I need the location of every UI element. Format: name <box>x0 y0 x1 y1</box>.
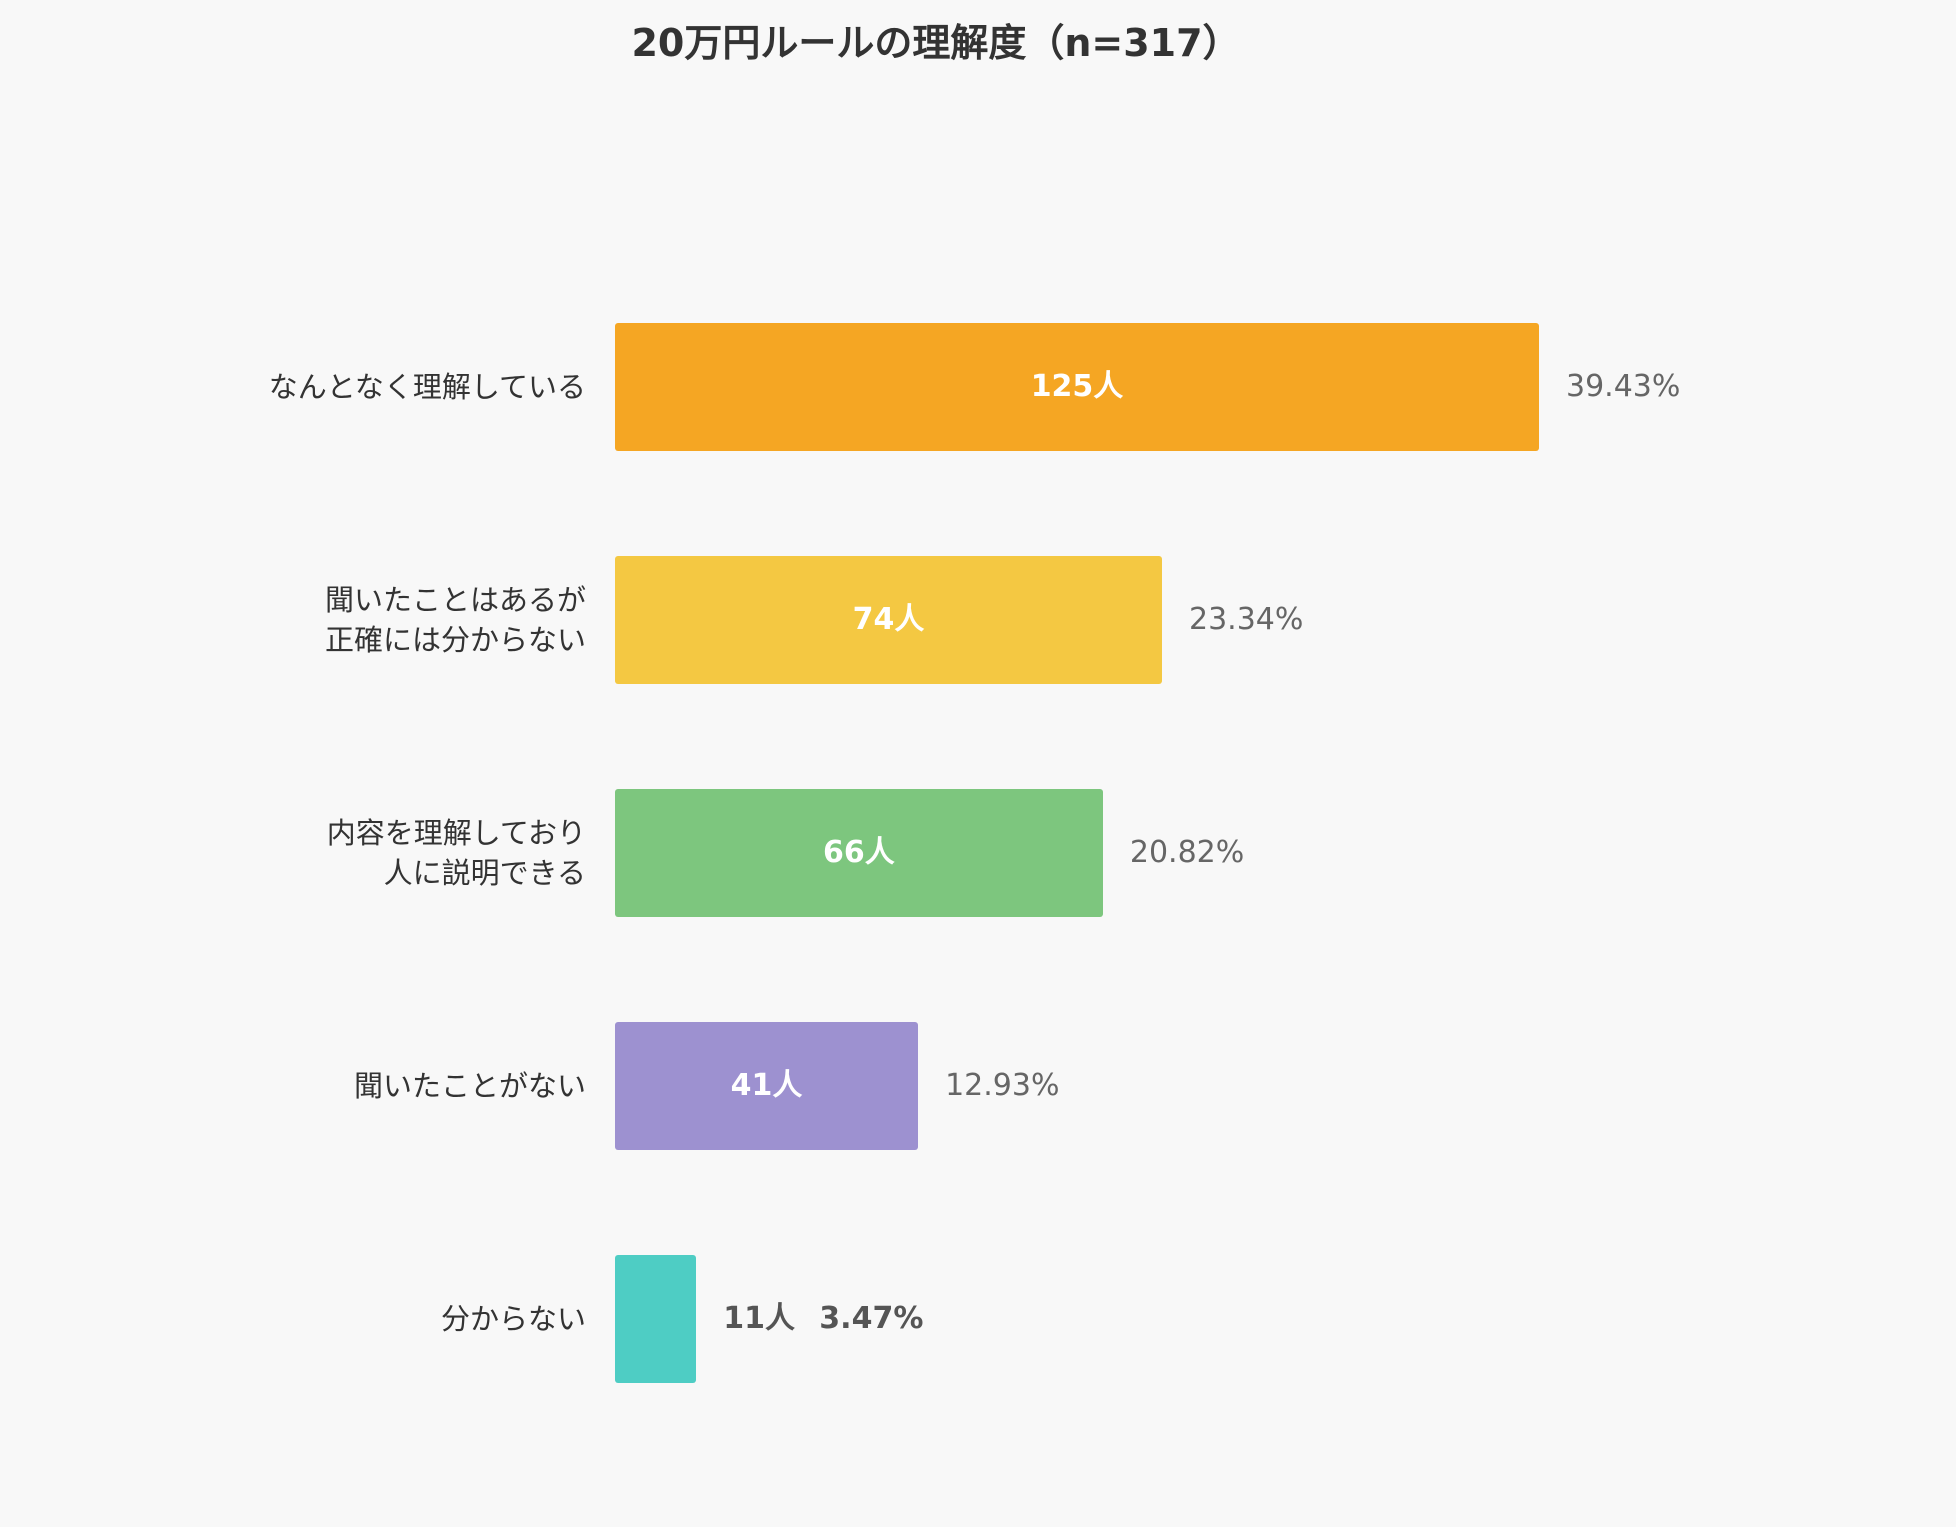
value-label: 74人 <box>852 602 925 637</box>
chart-title: 20万円ルールの理解度（n=317） <box>631 21 1241 65</box>
percent-label: 23.34% <box>1189 602 1304 637</box>
bar <box>615 556 1162 684</box>
percent-label: 39.43% <box>1566 369 1681 404</box>
bar <box>615 1255 697 1383</box>
value-label: 41人 <box>730 1068 803 1103</box>
category-label: 聞いたことがない <box>353 1069 586 1103</box>
category-label: 分からない <box>440 1302 586 1336</box>
bar <box>615 323 1539 451</box>
category-label: 内容を理解しており 人に説明できる <box>326 816 586 890</box>
bar <box>615 789 1103 917</box>
percent-label: 12.93% <box>945 1068 1060 1103</box>
value-label: 66人 <box>823 835 895 870</box>
value-label: 125人 <box>1030 369 1124 404</box>
category-label: 聞いたことはあるが 正確には分からない <box>324 583 586 657</box>
percent-label: 20.82% <box>1129 835 1245 870</box>
bar <box>615 1022 919 1150</box>
percent-label: 3.47% <box>819 1301 924 1336</box>
category-label: なんとなく理解している <box>268 370 586 404</box>
value-label: 11人 <box>723 1301 796 1336</box>
